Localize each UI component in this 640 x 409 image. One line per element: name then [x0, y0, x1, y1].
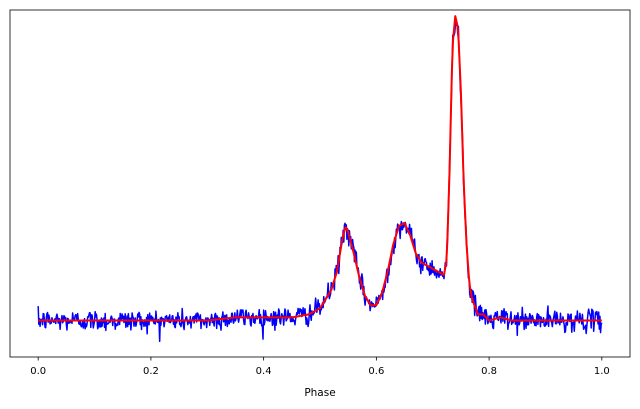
x-tick-label: 1.0: [594, 366, 610, 377]
x-axis-label: Phase: [304, 387, 335, 399]
x-tick-label: 0.0: [30, 366, 46, 377]
x-tick-label: 0.4: [256, 366, 272, 377]
fit-series-line: [38, 15, 602, 322]
x-tick-label: 0.6: [368, 366, 384, 377]
plot-frame: [9, 9, 631, 358]
plot-area-background: [10, 10, 630, 357]
series-layer: [37, 15, 603, 343]
observed-series-line: [37, 20, 603, 343]
x-axis: 0.0 0.2 0.4 0.6 0.8 1.0: [30, 357, 610, 377]
x-tick-label: 0.8: [481, 366, 497, 377]
x-tick-label: 0.2: [143, 366, 159, 377]
